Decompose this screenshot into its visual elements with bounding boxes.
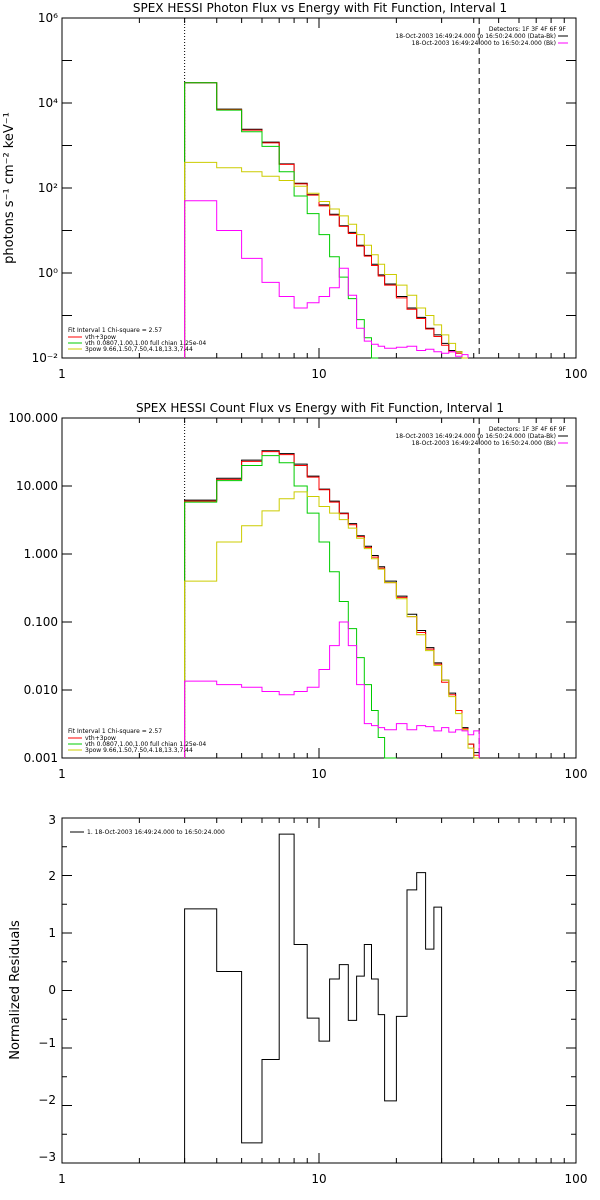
count-legend-bottom-left: Fit Interval 1 Chi-square = 2.57 vth+3po… [68,728,206,754]
count-series-data-bk [184,450,480,758]
photon-legend-vth3pow: vth+3pow [85,334,116,341]
photon-legend-data-bk: 18-Oct-2003 16:49:24.000 to 16:50:24.000… [395,33,556,40]
photon-legend-3pow: 3pow 9.66,1.50,7.50,4.18,13.3,7.44 [85,346,193,353]
count-plot-marks [61,417,577,759]
count-plot-title: SPEX HESSI Count Flux vs Energy with Fit… [136,401,504,415]
count-x-tick-label: 10 [311,767,326,781]
photon-legend-top-right: Detectors: 1F 3F 4F 6F 9F 18-Oct-2003 16… [395,26,568,47]
photon-y-ticks: 10⁻² 10⁰ 10² 10⁴ 10⁶ [32,11,59,365]
count-x-tick-label: 1 [58,767,66,781]
photon-series-bk [184,200,469,358]
count-y-tick-label: 10.000 [16,479,58,493]
count-legend-data-bk: 18-Oct-2003 16:49:24.000 to 16:50:24.000… [395,433,556,440]
photon-y-axis-label: photons s⁻¹ cm⁻² keV⁻¹ [2,112,17,264]
count-y-tick-label: 100.000 [8,411,58,425]
count-legend-vth3pow: vth+3pow [85,735,116,742]
count-series-3pow [184,491,480,759]
count-legend-vth: vth 0.0807,1.00,1.00 full chian 1.25e-04 [85,741,206,748]
residuals-x-ticks: 1 10 100 [58,1172,587,1186]
photon-y-tick-label: 10⁶ [38,11,58,25]
count-y-ticks: 0.001 0.010 0.100 1.000 10.000 100.000 [8,411,58,765]
residuals-y-tick-label: −1 [38,1036,56,1050]
count-y-tick-label: 0.001 [24,751,58,765]
photon-plot-title: SPEX HESSI Photon Flux vs Energy with Fi… [133,1,507,15]
photon-x-ticks: 1 10 100 [58,367,587,381]
residuals-legend-label: 1. 18-Oct-2003 16:49:24.000 to 16:50:24.… [87,829,225,836]
photon-legend-bk: 18-Oct-2003 16:49:24.000 to 16:50:24.000… [412,40,556,47]
count-fit-info: Fit Interval 1 Chi-square = 2.57 [68,728,162,735]
photon-series-3pow [184,161,468,359]
photon-y-tick-label: 10⁰ [38,266,58,280]
panel-count-flux: SPEX HESSI Count Flux vs Energy with Fit… [8,401,587,781]
residuals-y-tick-label: −2 [38,1093,56,1107]
residuals-y-tick-label: 3 [48,813,56,827]
count-series-bk [184,621,480,758]
count-y-tick-label: 1.000 [24,547,58,561]
residuals-y-axis-label: Normalized Residuals [8,920,23,1060]
residuals-plot-marks [61,817,577,1164]
count-legend-bk: 18-Oct-2003 16:49:24.000 to 16:50:24.000… [412,440,556,447]
photon-x-tick-label: 10 [311,367,326,381]
count-series-vth-3pow [184,451,480,758]
photon-y-tick-label: 10⁴ [38,96,58,110]
residuals-plot-frame [61,817,577,1164]
panel-residuals: Normalized Residuals −3 −2 −1 0 1 2 3 1 … [8,813,587,1186]
photon-fit-info: Fit Interval 1 Chi-square = 2.57 [68,327,162,334]
panel-photon-flux: SPEX HESSI Photon Flux vs Energy with Fi… [2,1,587,381]
photon-plot-marks [61,17,577,359]
count-legend-3pow: 3pow 9.66,1.50,7.50,4.18,13.3,7.44 [85,747,193,754]
count-legend-top-right: Detectors: 1F 3F 4F 6F 9F 18-Oct-2003 16… [395,426,568,447]
count-y-tick-label: 0.010 [24,683,58,697]
count-plot-frame [61,417,577,759]
photon-y-tick-label: 10² [38,181,58,195]
count-series-vth [184,455,397,759]
residuals-y-tick-label: −3 [38,1150,56,1164]
count-y-tick-label: 0.100 [24,615,58,629]
photon-x-tick-label: 1 [58,367,66,381]
count-x-ticks: 1 10 100 [58,767,587,781]
photon-series-vth-3pow [184,82,463,358]
residuals-y-tick-label: 0 [48,983,56,997]
residuals-legend: 1. 18-Oct-2003 16:49:24.000 to 16:50:24.… [70,829,225,836]
residuals-y-tick-label: 1 [48,926,56,940]
residuals-y-ticks: −3 −2 −1 0 1 2 3 [38,813,56,1164]
photon-y-tick-label: 10⁻² [32,351,59,365]
photon-series-vth [184,82,379,359]
photon-detectors-label: Detectors: 1F 3F 4F 6F 9F [489,26,567,33]
photon-legend-bottom-left: Fit Interval 1 Chi-square = 2.57 vth+3po… [68,327,206,353]
residuals-x-tick-label: 1 [58,1172,66,1186]
residuals-x-tick-label: 10 [311,1172,326,1186]
residuals-x-tick-label: 100 [565,1172,588,1186]
photon-x-tick-label: 100 [565,367,588,381]
photon-plot-frame [61,17,577,359]
residuals-y-tick-label: 2 [48,869,56,883]
residuals-series-1-18-oct-2003-16-49-24-000-to-16-50-24-000 [184,833,443,1163]
photon-legend-vth: vth 0.0807,1.00,1.00 full chian 1.25e-04 [85,340,206,347]
count-detectors-label: Detectors: 1F 3F 4F 6F 9F [489,426,567,433]
photon-series-data-bk [184,82,463,358]
count-x-tick-label: 100 [565,767,588,781]
